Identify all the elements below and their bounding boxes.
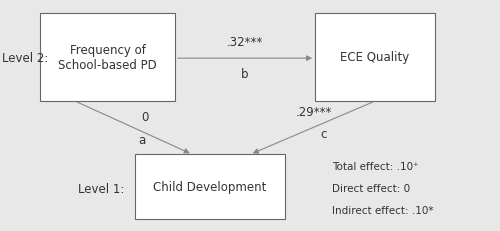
Text: Indirect effect: .10*: Indirect effect: .10*: [332, 206, 434, 216]
FancyBboxPatch shape: [135, 155, 285, 219]
Text: Level 2:: Level 2:: [2, 51, 49, 64]
Text: b: b: [241, 68, 249, 81]
Text: Child Development: Child Development: [154, 181, 266, 194]
Text: Frequency of
School-based PD: Frequency of School-based PD: [58, 44, 157, 72]
FancyBboxPatch shape: [40, 14, 175, 102]
Text: .29***: .29***: [296, 106, 332, 119]
Text: 0: 0: [141, 111, 148, 124]
Text: Direct effect: 0: Direct effect: 0: [332, 184, 410, 194]
Text: Total effect: .10⁺: Total effect: .10⁺: [332, 162, 419, 172]
Text: ECE Quality: ECE Quality: [340, 51, 409, 64]
Text: c: c: [320, 128, 327, 141]
Text: a: a: [138, 133, 146, 146]
Text: Level 1:: Level 1:: [78, 182, 124, 195]
FancyBboxPatch shape: [315, 14, 435, 102]
Text: .32***: .32***: [227, 36, 263, 49]
